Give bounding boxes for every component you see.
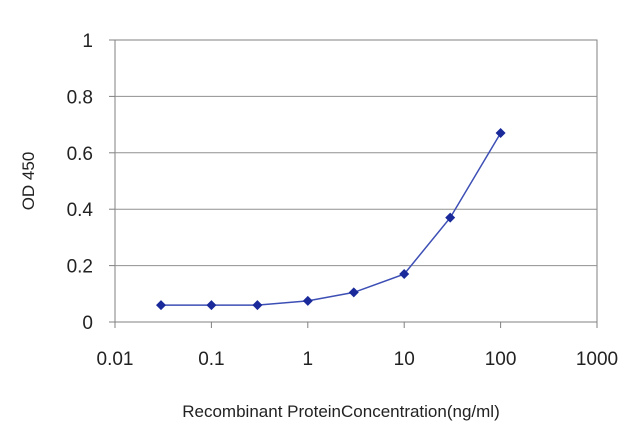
y-axis-ticks: 0 0.2 0.4 0.6 0.8 1 — [67, 31, 115, 334]
data-markers — [155, 128, 506, 311]
plot-area — [114, 39, 598, 323]
y-axis-title: OD 450 — [19, 152, 38, 211]
y-tick-label: 1 — [82, 31, 93, 52]
y-tick-label: 0 — [82, 313, 93, 334]
x-tick-label: 10 — [394, 349, 415, 370]
x-tick-label: 0.1 — [198, 349, 224, 370]
data-point — [495, 128, 506, 139]
data-point — [252, 300, 263, 311]
x-tick-label: 100 — [485, 349, 517, 370]
y-tick-label: 0.4 — [67, 200, 94, 221]
data-point — [302, 295, 313, 306]
data-point — [348, 287, 359, 298]
data-point — [399, 269, 410, 280]
series-lines — [161, 132, 502, 306]
y-tick-label: 0.2 — [67, 257, 93, 278]
x-axis-ticks: 0.01 0.1 1 10 100 1000 — [97, 322, 618, 370]
y-tick-label: 0.6 — [67, 144, 93, 165]
x-tick-label: 1 — [303, 349, 314, 370]
series-line — [161, 132, 502, 306]
grid-lines — [115, 95, 597, 267]
data-point — [206, 300, 217, 311]
x-tick-label: 0.01 — [97, 349, 134, 370]
x-axis-title: Recombinant ProteinConcentration(ng/ml) — [182, 402, 500, 421]
x-tick-label: 1000 — [576, 349, 618, 370]
data-point — [155, 300, 166, 311]
y-tick-label: 0.8 — [67, 87, 93, 108]
data-point — [445, 212, 456, 223]
